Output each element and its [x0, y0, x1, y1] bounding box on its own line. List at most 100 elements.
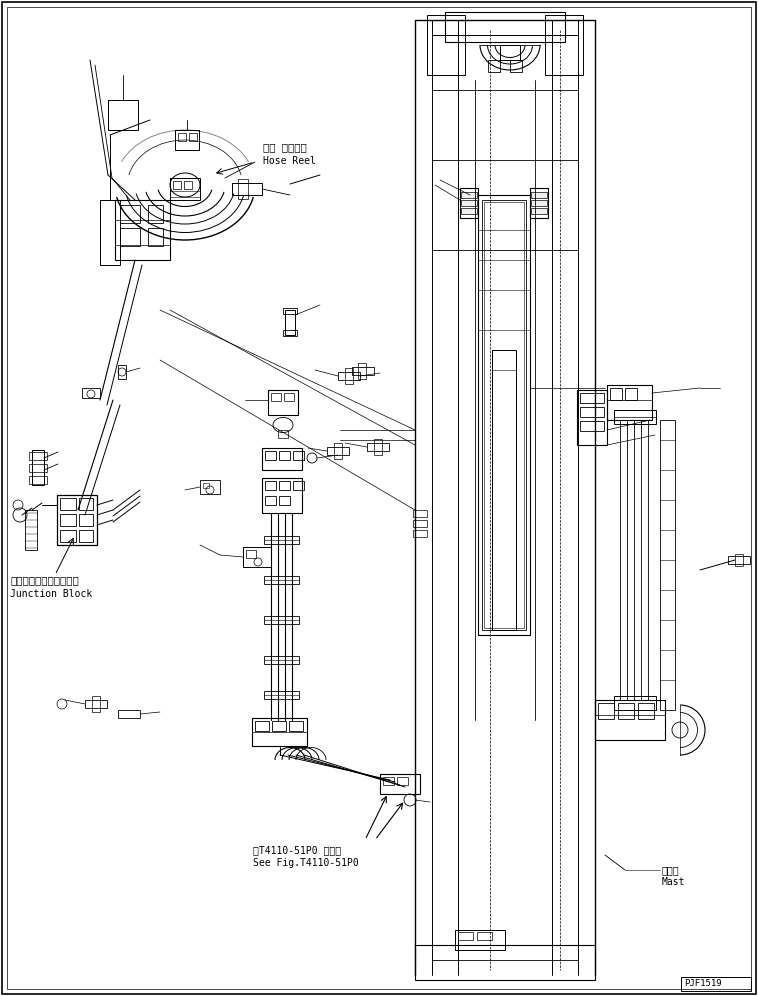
Bar [460, 188, 478, 218]
Bar [345, 368, 353, 384]
Bar [184, 181, 192, 189]
Bar [545, 15, 583, 75]
Text: ホー スリール: ホー スリール [263, 142, 307, 152]
Bar [427, 15, 465, 75]
Bar [118, 365, 126, 379]
Bar [482, 200, 526, 630]
Bar [580, 421, 604, 431]
Bar [79, 498, 93, 510]
Bar [531, 192, 547, 198]
Bar [397, 777, 408, 785]
Bar [413, 510, 427, 517]
Bar [170, 178, 200, 200]
Bar [265, 481, 276, 490]
Bar [279, 496, 290, 505]
Text: 第T4110-51P0 図参照: 第T4110-51P0 図参照 [253, 845, 341, 855]
Bar [173, 181, 181, 189]
Bar [32, 450, 44, 485]
Bar [264, 576, 299, 584]
Bar [638, 703, 654, 719]
Text: Mast: Mast [662, 877, 685, 887]
Bar [477, 932, 492, 940]
Bar [595, 700, 665, 740]
Bar [488, 60, 500, 72]
Bar [367, 443, 389, 451]
Bar [246, 550, 256, 558]
Bar [293, 451, 304, 460]
Bar [148, 228, 163, 246]
Bar [577, 390, 607, 445]
Bar [510, 60, 522, 72]
Bar [262, 478, 302, 513]
Bar [289, 721, 303, 731]
Bar [29, 464, 47, 472]
Bar [607, 385, 652, 420]
Text: ジャンクションブロック: ジャンクションブロック [10, 575, 79, 585]
Bar [415, 945, 595, 980]
Bar [29, 476, 47, 484]
Bar [284, 393, 294, 401]
Bar [660, 420, 675, 710]
Bar [175, 130, 199, 150]
Bar [79, 514, 93, 526]
Bar [598, 703, 614, 719]
Bar [413, 530, 427, 537]
Text: See Fig.T4110-51P0: See Fig.T4110-51P0 [253, 858, 359, 868]
Bar [530, 188, 548, 218]
Bar [614, 410, 656, 424]
Bar [232, 183, 262, 195]
Bar [178, 133, 186, 141]
Bar [531, 208, 547, 214]
Bar [100, 200, 120, 265]
Text: PJF1519: PJF1519 [684, 979, 722, 988]
Bar [25, 510, 37, 550]
Bar [283, 330, 297, 336]
Bar [264, 616, 299, 624]
Bar [60, 498, 76, 510]
Bar [338, 372, 360, 380]
Bar [735, 554, 743, 566]
Bar [271, 393, 281, 401]
Bar [374, 439, 382, 455]
Bar [82, 388, 100, 398]
Bar [380, 774, 420, 794]
Bar [115, 200, 170, 260]
Bar [478, 195, 530, 635]
Bar [580, 407, 604, 417]
Bar [334, 443, 342, 459]
Bar [625, 388, 637, 400]
Bar [92, 696, 100, 712]
Bar [85, 700, 107, 708]
Bar [148, 205, 163, 223]
Bar [278, 430, 288, 438]
Bar [60, 514, 76, 526]
Bar [610, 388, 622, 400]
Bar [252, 718, 307, 746]
Bar [279, 481, 290, 490]
Bar [57, 495, 97, 545]
Bar [461, 200, 477, 206]
Bar [681, 977, 751, 991]
Bar [264, 691, 299, 699]
Bar [200, 480, 220, 494]
Bar [29, 452, 47, 460]
Bar [265, 496, 276, 505]
Bar [265, 451, 276, 460]
Bar [461, 192, 477, 198]
Bar [580, 393, 604, 403]
Bar [413, 520, 427, 527]
Bar [383, 777, 394, 785]
Text: マスト: マスト [662, 865, 680, 875]
Bar [170, 191, 200, 197]
Bar [618, 703, 634, 719]
Bar [500, 45, 520, 60]
Text: Hose Reel: Hose Reel [263, 156, 316, 166]
Bar [358, 363, 366, 379]
Bar [120, 228, 140, 246]
Bar [279, 451, 290, 460]
Bar [531, 200, 547, 206]
Bar [484, 202, 524, 628]
Bar [264, 656, 299, 664]
Bar [203, 483, 209, 488]
Bar [262, 448, 302, 470]
